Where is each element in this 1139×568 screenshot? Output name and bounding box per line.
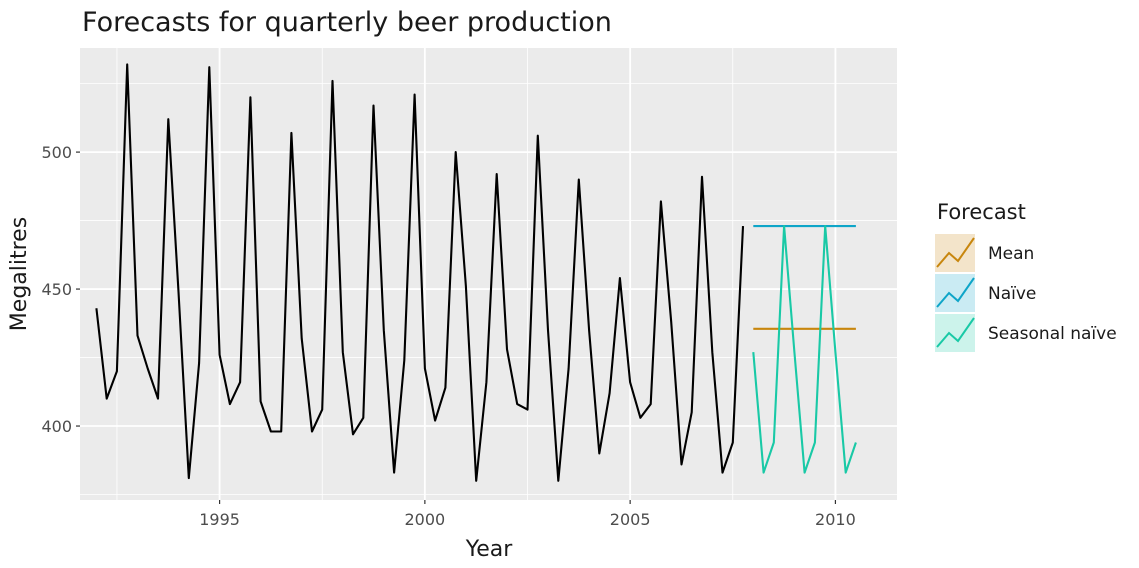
legend-title: Forecast bbox=[937, 200, 1026, 224]
x-tick-label: 2000 bbox=[405, 510, 446, 529]
legend-swatch bbox=[935, 274, 975, 312]
legend-item-naive: Naïve bbox=[935, 274, 1036, 312]
legend-label: Mean bbox=[988, 244, 1034, 264]
y-axis-title: Megalitres bbox=[7, 217, 32, 331]
legend-swatch bbox=[935, 314, 975, 352]
legend-line-icon bbox=[936, 317, 975, 348]
chart-title: Forecasts for quarterly beer production bbox=[82, 7, 612, 38]
x-tick-label: 1995 bbox=[199, 510, 240, 529]
x-axis: 1995 2000 2005 2010 bbox=[199, 500, 856, 529]
legend-item-mean: Mean bbox=[935, 234, 1034, 272]
y-tick-label: 450 bbox=[41, 280, 72, 299]
legend-label: Naïve bbox=[988, 284, 1036, 304]
history-line bbox=[95, 63, 745, 482]
legend: Forecast Mean Naïve Seasonal naïve bbox=[935, 200, 1117, 352]
series-layer bbox=[95, 63, 857, 482]
seasonal-naive-forecast-line bbox=[752, 225, 857, 474]
x-axis-title: Year bbox=[465, 537, 514, 562]
legend-label: Seasonal naïve bbox=[988, 324, 1117, 344]
y-tick-label: 500 bbox=[41, 143, 72, 162]
legend-item-seasonal-naive: Seasonal naïve bbox=[935, 314, 1117, 352]
grid-major bbox=[80, 48, 897, 500]
legend-line-icon bbox=[936, 237, 975, 268]
x-tick-label: 2005 bbox=[610, 510, 651, 529]
legend-line-icon bbox=[936, 277, 975, 308]
y-tick-label: 400 bbox=[41, 417, 72, 436]
y-axis: 400 450 500 bbox=[41, 143, 80, 436]
x-tick-label: 2010 bbox=[815, 510, 856, 529]
legend-swatch bbox=[935, 234, 975, 272]
